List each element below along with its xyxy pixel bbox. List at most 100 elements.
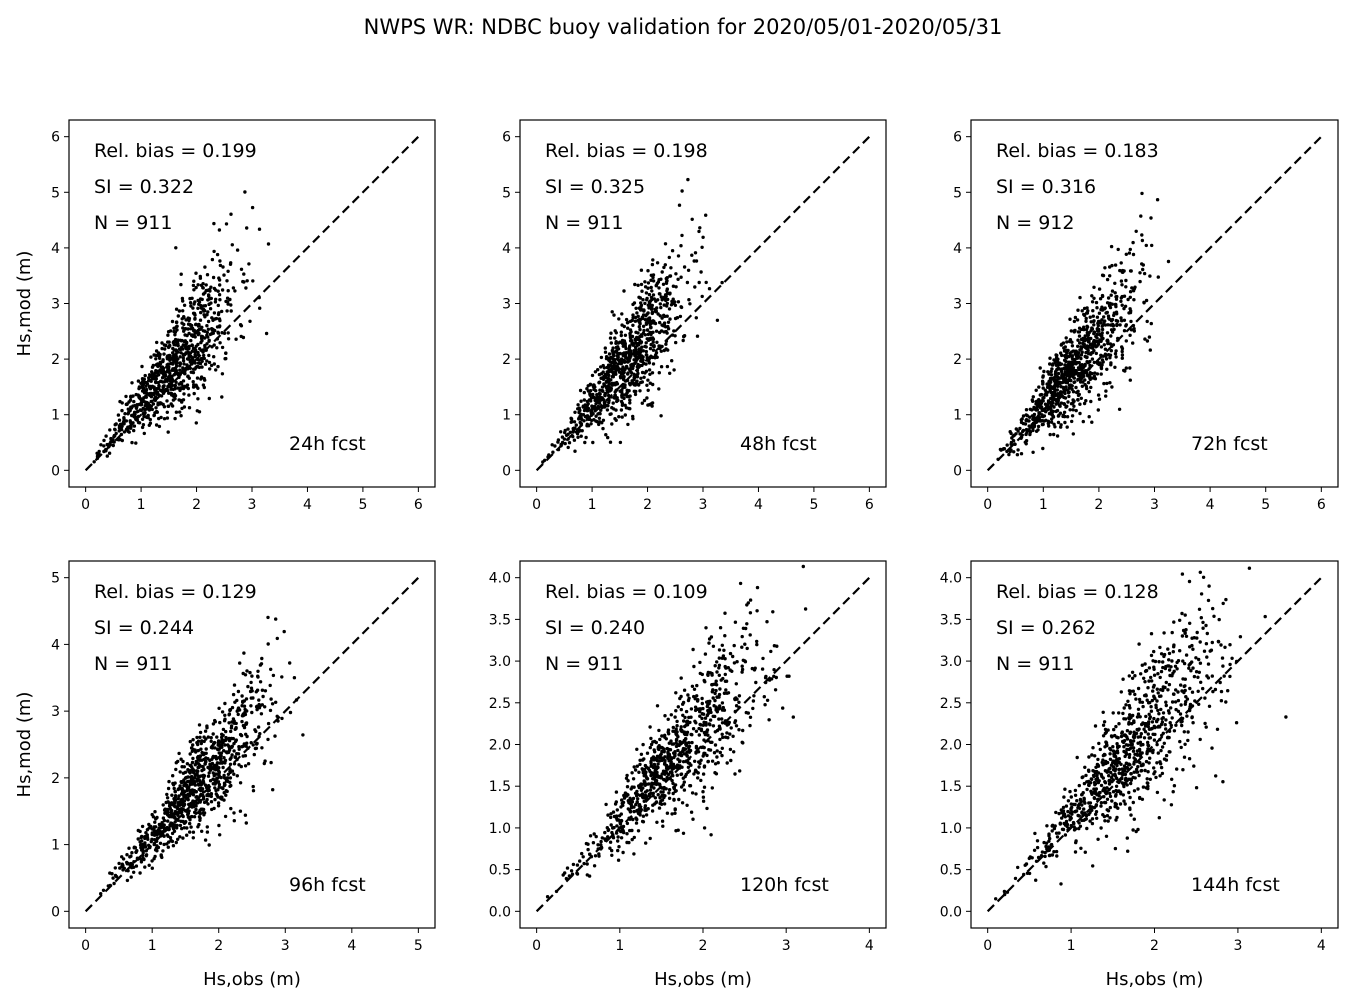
data-point: [235, 248, 240, 252]
data-point: [611, 346, 615, 350]
data-point: [1095, 315, 1100, 319]
data-point: [1071, 375, 1075, 379]
data-point: [1050, 853, 1055, 857]
data-point: [643, 783, 647, 787]
data-point: [1199, 616, 1204, 620]
data-point: [263, 689, 268, 693]
data-point: [618, 359, 622, 363]
data-point: [1055, 854, 1059, 858]
data-point: [1097, 311, 1102, 315]
data-point: [1109, 349, 1114, 353]
data-point: [1067, 354, 1071, 359]
data-point: [612, 313, 616, 317]
data-point: [150, 837, 154, 841]
data-point: [679, 772, 684, 776]
data-point: [685, 280, 690, 285]
data-point: [623, 360, 628, 364]
data-point: [715, 695, 719, 699]
data-point: [206, 327, 211, 331]
data-point: [692, 664, 696, 669]
data-point: [578, 859, 582, 863]
data-point: [116, 413, 121, 417]
data-point: [243, 673, 248, 677]
data-point: [606, 835, 610, 839]
data-point: [153, 380, 158, 384]
data-point: [670, 249, 675, 253]
data-point: [624, 364, 629, 369]
data-point: [196, 748, 200, 753]
data-point: [626, 326, 630, 330]
data-point: [183, 371, 187, 376]
data-point: [209, 745, 214, 750]
data-point: [223, 743, 227, 747]
data-point: [1066, 367, 1070, 371]
data-point: [595, 397, 599, 401]
data-point: [207, 302, 211, 306]
data-point: [216, 772, 220, 776]
data-point: [674, 766, 679, 770]
data-point: [1100, 358, 1105, 362]
data-point: [604, 356, 609, 361]
data-point: [669, 713, 673, 717]
data-point: [1092, 323, 1096, 327]
data-point: [693, 769, 698, 774]
data-point: [674, 829, 678, 833]
data-point: [676, 277, 680, 281]
data-point: [231, 286, 236, 290]
data-point: [667, 741, 671, 745]
data-point: [213, 786, 217, 790]
data-point: [1045, 405, 1049, 409]
data-point: [271, 673, 276, 678]
forecast-lead-label: 96h fcst: [289, 874, 366, 896]
data-point: [746, 711, 750, 715]
data-point: [217, 782, 222, 787]
data-point: [173, 394, 178, 398]
data-point: [161, 380, 165, 384]
data-point: [224, 793, 228, 797]
data-point: [191, 306, 195, 310]
data-point: [695, 694, 699, 698]
data-point: [200, 365, 204, 369]
forecast-lead-label: 120h fcst: [740, 874, 829, 896]
x-tick-label: 0: [532, 938, 541, 954]
data-point: [745, 646, 749, 651]
data-point: [186, 779, 190, 784]
data-point: [1058, 404, 1062, 408]
data-point: [128, 855, 132, 859]
data-point: [216, 289, 220, 293]
data-point: [614, 418, 618, 422]
data-point: [1080, 363, 1084, 367]
data-point: [627, 381, 632, 386]
data-point: [253, 746, 258, 751]
data-point: [182, 322, 186, 327]
data-point: [609, 341, 613, 345]
data-point: [673, 783, 678, 787]
rel-bias-annotation: Rel. bias = 0.198: [545, 140, 708, 162]
data-point: [207, 297, 211, 301]
data-point: [1128, 378, 1133, 382]
data-point: [633, 392, 638, 397]
data-point: [182, 303, 187, 307]
data-point: [670, 773, 674, 777]
data-point: [125, 402, 129, 406]
data-point: [687, 298, 691, 302]
data-point: [617, 415, 621, 419]
data-point: [1026, 419, 1031, 423]
data-point: [596, 368, 600, 372]
data-point: [622, 351, 626, 356]
data-point: [188, 360, 192, 364]
data-point: [1049, 380, 1053, 384]
data-point: [641, 814, 646, 818]
data-point: [635, 350, 639, 355]
data-point: [1110, 302, 1115, 306]
data-point: [649, 785, 653, 789]
data-point: [1127, 251, 1132, 255]
data-point: [994, 897, 998, 901]
data-point: [144, 384, 148, 388]
data-point: [185, 363, 189, 367]
data-point: [628, 398, 632, 402]
data-point: [147, 376, 151, 380]
y-tick-label: 0: [953, 463, 962, 479]
data-point: [188, 830, 192, 834]
